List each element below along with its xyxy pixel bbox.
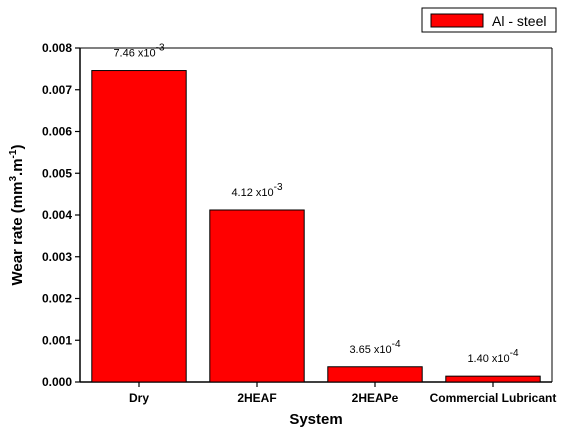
y-tick-label: 0.004 (42, 208, 72, 222)
data-label-mantissa: 3.65 x10 (349, 344, 391, 356)
data-label-exponent: -3 (274, 182, 283, 193)
y-axis-title: Wear rate (mm3.m-1) (8, 145, 26, 286)
x-axis-title: System (289, 411, 342, 428)
x-tick-label: Commercial Lubricant (430, 391, 557, 405)
data-label-exponent: -4 (392, 339, 401, 350)
bar-2heape (327, 366, 423, 383)
y-tick-label: 0.008 (42, 41, 72, 55)
legend-label: Al - steel (492, 13, 546, 29)
data-label-mantissa: 4.12 x10 (231, 187, 273, 199)
y-tick-label: 0.005 (42, 166, 72, 180)
data-label-exponent: -3 (156, 43, 165, 54)
y-tick-label: 0.006 (42, 125, 72, 139)
data-label-mantissa: 7.46 x10 (113, 48, 155, 60)
legend: Al - steel (421, 7, 557, 33)
bar-commercial-lubricant (445, 375, 541, 383)
data-label: 3.65 x10-4 (349, 339, 401, 356)
data-label: 1.40 x10-4 (467, 348, 519, 365)
y-tick-label: 0.007 (42, 83, 72, 97)
legend-swatch (430, 13, 484, 28)
bars (91, 70, 541, 383)
data-labels: 7.46 x10-34.12 x10-33.65 x10-41.40 x10-4 (113, 43, 519, 366)
y-tick-label: 0.001 (42, 333, 72, 347)
x-tick-label: 2HEAPe (352, 391, 399, 405)
y-tick-label: 0.000 (42, 375, 72, 389)
y-ticks: 0.000 0.001 0.002 0.003 0.004 0.005 0.006 0.007… (42, 41, 80, 389)
y-tick-label: 0.002 (42, 292, 72, 306)
data-label: 4.12 x10-3 (231, 182, 283, 199)
data-label: 7.46 x10-3 (113, 43, 165, 60)
x-ticks: Dry 2HEAF 2HEAPe Commercial Lubricant (129, 382, 556, 405)
data-label-exponent: -4 (510, 348, 519, 359)
y-tick-label: 0.003 (42, 250, 72, 264)
data-label-mantissa: 1.40 x10 (467, 353, 509, 365)
x-tick-label: 2HEAF (237, 391, 276, 405)
x-tick-label: Dry (129, 391, 149, 405)
bar-dry (91, 70, 187, 383)
bar-2heaf (209, 209, 305, 383)
